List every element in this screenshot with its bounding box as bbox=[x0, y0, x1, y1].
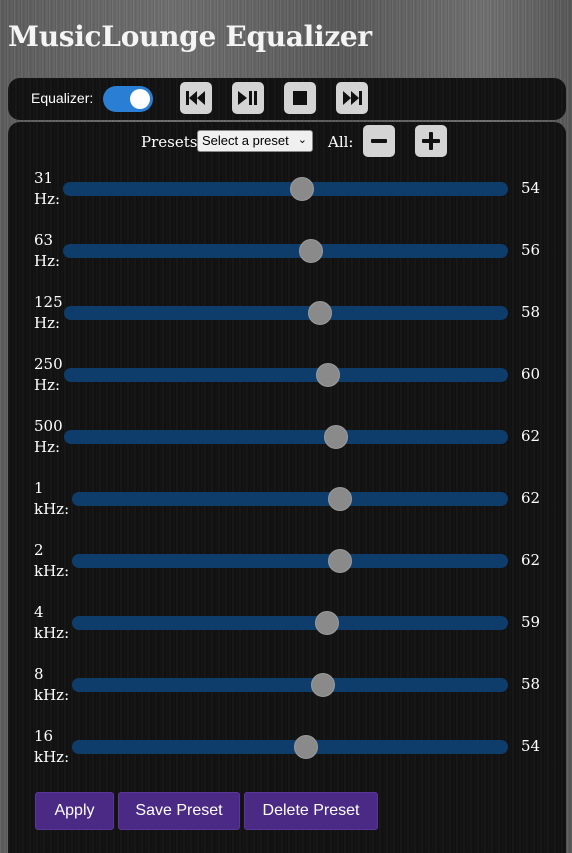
stop-icon bbox=[293, 91, 307, 105]
band-slider-thumb[interactable] bbox=[328, 549, 352, 573]
band-slider-thumb[interactable] bbox=[299, 239, 323, 263]
band-value: 62 bbox=[521, 427, 541, 445]
band-value: 54 bbox=[521, 737, 541, 755]
band-unit: kHz: bbox=[34, 624, 70, 642]
band-unit: Hz: bbox=[34, 190, 61, 208]
band-slider-track[interactable] bbox=[63, 244, 508, 258]
band-label: 250 Hz: bbox=[34, 354, 63, 396]
band-value: 60 bbox=[521, 365, 541, 383]
band-row: 2 kHz: 62 bbox=[8, 540, 566, 590]
play-pause-button[interactable] bbox=[232, 82, 264, 114]
band-slider-thumb[interactable] bbox=[294, 735, 318, 759]
band-slider-thumb[interactable] bbox=[324, 425, 348, 449]
band-row: 31 Hz: 54 bbox=[8, 168, 566, 218]
apply-button[interactable]: Apply bbox=[35, 792, 114, 830]
band-frequency: 4 bbox=[34, 603, 44, 621]
minus-icon bbox=[371, 139, 387, 143]
plus-icon bbox=[422, 132, 440, 150]
band-value: 62 bbox=[521, 489, 541, 507]
all-label: All: bbox=[328, 133, 354, 151]
band-unit: Hz: bbox=[34, 438, 61, 456]
band-row: 8 kHz: 58 bbox=[8, 664, 566, 714]
toggle-knob bbox=[130, 89, 150, 109]
band-frequency: 1 bbox=[34, 479, 44, 497]
band-slider-thumb[interactable] bbox=[316, 363, 340, 387]
band-unit: kHz: bbox=[34, 562, 70, 580]
presets-label: Presets: bbox=[141, 133, 203, 151]
band-label: 2 kHz: bbox=[34, 540, 69, 582]
band-label: 16 kHz: bbox=[34, 726, 69, 768]
decrease-all-button[interactable] bbox=[363, 125, 395, 157]
band-unit: Hz: bbox=[34, 376, 61, 394]
band-slider-thumb[interactable] bbox=[315, 611, 339, 635]
band-value: 56 bbox=[521, 241, 541, 259]
band-unit: Hz: bbox=[34, 252, 61, 270]
band-slider-track[interactable] bbox=[64, 430, 508, 444]
band-value: 54 bbox=[521, 179, 541, 197]
band-value: 62 bbox=[521, 551, 541, 569]
band-slider-track[interactable] bbox=[72, 616, 508, 630]
next-icon bbox=[343, 91, 362, 105]
previous-icon bbox=[186, 91, 205, 105]
band-row: 4 kHz: 59 bbox=[8, 602, 566, 652]
preset-select-value: Select a preset bbox=[202, 133, 289, 148]
preset-select[interactable]: Select a preset ⌄ bbox=[197, 130, 313, 152]
band-label: 500 Hz: bbox=[34, 416, 63, 458]
band-unit: kHz: bbox=[34, 686, 70, 704]
band-frequency: 63 bbox=[34, 231, 54, 249]
band-slider-track[interactable] bbox=[63, 182, 508, 196]
band-slider-track[interactable] bbox=[72, 554, 508, 568]
stop-button[interactable] bbox=[284, 82, 316, 114]
band-frequency: 250 bbox=[34, 355, 63, 373]
band-frequency: 2 bbox=[34, 541, 44, 559]
band-row: 500 Hz: 62 bbox=[8, 416, 566, 466]
save-preset-button[interactable]: Save Preset bbox=[118, 792, 240, 830]
next-button[interactable] bbox=[336, 82, 368, 114]
band-slider-track[interactable] bbox=[64, 306, 508, 320]
previous-button[interactable] bbox=[180, 82, 212, 114]
band-label: 1 kHz: bbox=[34, 478, 69, 520]
delete-preset-button[interactable]: Delete Preset bbox=[244, 792, 378, 830]
band-label: 31 Hz: bbox=[34, 168, 60, 210]
band-row: 250 Hz: 60 bbox=[8, 354, 566, 404]
band-frequency: 16 bbox=[34, 727, 54, 745]
chevron-down-icon: ⌄ bbox=[297, 134, 307, 146]
band-row: 16 kHz: 54 bbox=[8, 726, 566, 776]
band-frequency: 31 bbox=[34, 169, 54, 187]
band-slider-track[interactable] bbox=[64, 368, 508, 382]
band-slider-thumb[interactable] bbox=[311, 673, 335, 697]
band-frequency: 500 bbox=[34, 417, 63, 435]
band-slider-track[interactable] bbox=[72, 492, 508, 506]
play-pause-icon bbox=[238, 91, 257, 105]
band-slider-thumb[interactable] bbox=[290, 177, 314, 201]
band-row: 125 Hz: 58 bbox=[8, 292, 566, 342]
band-value: 59 bbox=[521, 613, 541, 631]
band-row: 1 kHz: 62 bbox=[8, 478, 566, 528]
band-row: 63 Hz: 56 bbox=[8, 230, 566, 280]
transport-controls: Equalizer: bbox=[8, 78, 566, 120]
band-value: 58 bbox=[521, 675, 541, 693]
band-unit: Hz: bbox=[34, 314, 61, 332]
band-label: 125 Hz: bbox=[34, 292, 63, 334]
band-label: 4 kHz: bbox=[34, 602, 69, 644]
band-frequency: 125 bbox=[34, 293, 63, 311]
band-slider-thumb[interactable] bbox=[328, 487, 352, 511]
band-label: 63 Hz: bbox=[34, 230, 60, 272]
band-slider-track[interactable] bbox=[72, 678, 508, 692]
band-frequency: 8 bbox=[34, 665, 44, 683]
increase-all-button[interactable] bbox=[415, 125, 447, 157]
band-label: 8 kHz: bbox=[34, 664, 69, 706]
band-slider-track[interactable] bbox=[72, 740, 508, 754]
equalizer-panel: Presets: Select a preset ⌄ All: 31 Hz: 54 6… bbox=[8, 122, 566, 853]
band-unit: kHz: bbox=[34, 500, 70, 518]
page-title: MusicLounge Equalizer bbox=[8, 20, 372, 53]
equalizer-toggle[interactable] bbox=[103, 86, 153, 112]
band-unit: kHz: bbox=[34, 748, 70, 766]
band-slider-thumb[interactable] bbox=[308, 301, 332, 325]
equalizer-label: Equalizer: bbox=[31, 90, 94, 106]
band-value: 58 bbox=[521, 303, 541, 321]
